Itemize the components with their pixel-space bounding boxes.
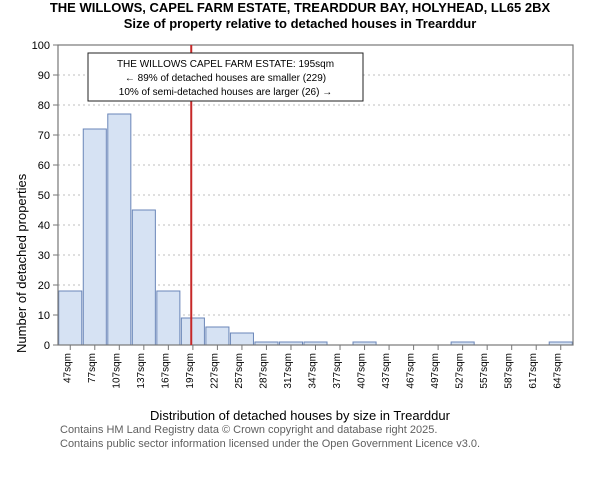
svg-text:137sqm: 137sqm [136, 353, 147, 389]
svg-text:227sqm: 227sqm [209, 353, 220, 389]
svg-text:47sqm: 47sqm [62, 353, 73, 383]
svg-text:90: 90 [38, 70, 50, 82]
svg-text:497sqm: 497sqm [430, 353, 441, 389]
svg-text:30: 30 [38, 250, 50, 262]
svg-text:197sqm: 197sqm [185, 353, 196, 389]
svg-text:107sqm: 107sqm [111, 353, 122, 389]
svg-text:347sqm: 347sqm [308, 353, 319, 389]
chart-container: Number of detached properties 0 10 20 30 40 5… [0, 33, 600, 408]
svg-text:257sqm: 257sqm [234, 353, 245, 389]
svg-text:THE WILLOWS CAPEL FARM ESTATE:: THE WILLOWS CAPEL FARM ESTATE: 195sqm [117, 59, 334, 70]
x-axis-label: Distribution of detached houses by size … [0, 408, 600, 423]
svg-text:10% of semi-detached houses ar: 10% of semi-detached houses are larger (… [119, 87, 332, 98]
bar-chart: 0 10 20 30 40 50 60 70 80 90 100 47sqm 77sqm 107sqm 13… [0, 33, 600, 403]
svg-text:377sqm: 377sqm [332, 353, 343, 389]
svg-text:100: 100 [32, 40, 50, 52]
svg-text:467sqm: 467sqm [406, 353, 417, 389]
svg-text:50: 50 [38, 190, 50, 202]
svg-text:← 89% of detached houses are s: ← 89% of detached houses are smaller (22… [125, 73, 326, 84]
svg-text:287sqm: 287sqm [258, 353, 269, 389]
svg-text:587sqm: 587sqm [504, 353, 515, 389]
footer-line-2: Contains public sector information licen… [60, 437, 600, 451]
svg-text:60: 60 [38, 160, 50, 172]
svg-text:407sqm: 407sqm [357, 353, 368, 389]
svg-text:10: 10 [38, 310, 50, 322]
svg-text:557sqm: 557sqm [479, 352, 490, 388]
svg-text:647sqm: 647sqm [553, 353, 564, 389]
svg-text:40: 40 [38, 220, 50, 232]
y-axis-label: Number of detached properties [14, 173, 29, 352]
footer-line-1: Contains HM Land Registry data © Crown c… [60, 423, 600, 437]
svg-text:0: 0 [44, 340, 50, 352]
svg-text:80: 80 [38, 100, 50, 112]
svg-text:617sqm: 617sqm [528, 353, 539, 389]
svg-text:167sqm: 167sqm [160, 353, 171, 389]
svg-text:20: 20 [38, 280, 50, 292]
svg-text:317sqm: 317sqm [283, 353, 294, 389]
svg-text:77sqm: 77sqm [87, 353, 98, 383]
title-line-2: Size of property relative to detached ho… [0, 16, 600, 32]
title-line-1: THE WILLOWS, CAPEL FARM ESTATE, TREARDDU… [0, 0, 600, 16]
svg-text:70: 70 [38, 130, 50, 142]
svg-text:437sqm: 437sqm [381, 353, 392, 389]
svg-text:527sqm: 527sqm [455, 353, 466, 389]
